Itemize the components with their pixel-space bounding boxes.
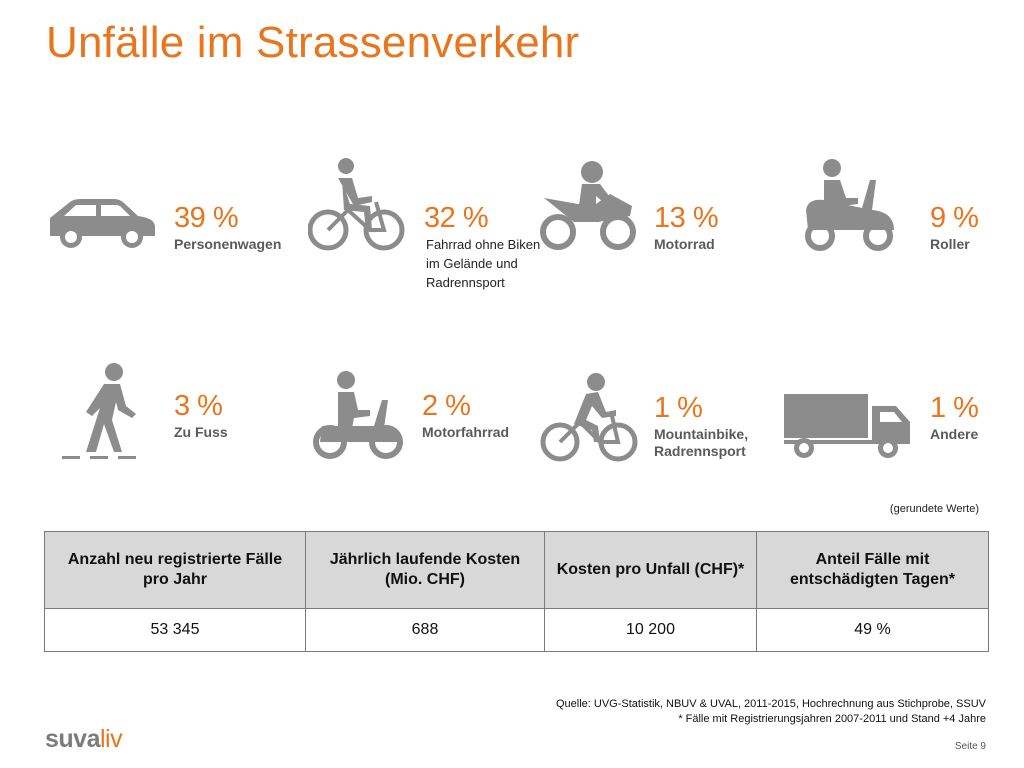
mountainbike-icon — [540, 373, 638, 462]
percent-motorrad: 13 % — [654, 202, 719, 234]
label-roller: Roller — [930, 236, 970, 252]
percent-fahrrad: 32 % — [424, 202, 489, 234]
label-motorfahrrad: Motorfahrrad — [422, 424, 510, 440]
page-number: Seite 9 — [954, 741, 986, 752]
car-icon — [50, 199, 155, 248]
suvaliv-logo: suvaliv — [45, 725, 123, 754]
rounded-values-note: (gerundete Werte) — [889, 503, 979, 515]
table-header: Kosten pro Unfall (CHF)* — [544, 531, 757, 609]
page-title: Unfälle im Strassenverkehr — [46, 18, 580, 67]
label-andere: Andere — [930, 426, 979, 442]
table-row: 53 345 688 10 200 49 % — [44, 608, 989, 652]
scooter-icon — [805, 159, 894, 251]
percent-personenwagen: 39 % — [174, 202, 239, 234]
table-header: Jährlich laufende Kosten (Mio. CHF) — [305, 531, 545, 609]
percent-roller: 9 % — [930, 202, 979, 234]
source-line-2: * Fälle mit Registrierungsjahren 2007-20… — [678, 713, 986, 725]
table-cell: 10 200 — [544, 608, 757, 652]
percent-motorfahrrad: 2 % — [422, 390, 471, 422]
table-cell: 53 345 — [44, 608, 306, 652]
statistics-table: Anzahl neu registrierte Fälle pro Jahr J… — [44, 531, 989, 652]
bicycle-icon — [308, 158, 405, 251]
moped-icon — [313, 371, 403, 459]
truck-icon — [784, 394, 910, 458]
logo-part-liv: liv — [99, 725, 123, 753]
label-zu-fuss: Zu Fuss — [174, 424, 228, 440]
label-motorrad: Motorrad — [654, 236, 715, 252]
label-mountainbike: Mountainbike, Radrennsport — [654, 426, 749, 459]
motorcycle-icon — [540, 161, 636, 250]
percent-mountainbike: 1 % — [654, 392, 703, 424]
percent-zu-fuss: 3 % — [174, 390, 223, 422]
source-line-1: Quelle: UVG-Statistik, NBUV & UVAL, 2011… — [555, 698, 986, 710]
table-header: Anteil Fälle mit entschädigten Tagen* — [756, 531, 989, 609]
percent-andere: 1 % — [930, 392, 979, 424]
pedestrian-icon — [62, 363, 136, 459]
table-header-row: Anzahl neu registrierte Fälle pro Jahr J… — [44, 531, 989, 609]
source-note: Quelle: UVG-Statistik, NBUV & UVAL, 2011… — [556, 697, 986, 727]
logo-part-suva: suva — [45, 725, 100, 753]
table-cell: 49 % — [756, 608, 989, 652]
note-fahrrad: Fahrrad ohne Biken im Gelände und Radren… — [426, 237, 541, 290]
table-header: Anzahl neu registrierte Fälle pro Jahr — [44, 531, 306, 609]
label-personenwagen: Personenwagen — [174, 236, 282, 252]
table-cell: 688 — [305, 608, 545, 652]
